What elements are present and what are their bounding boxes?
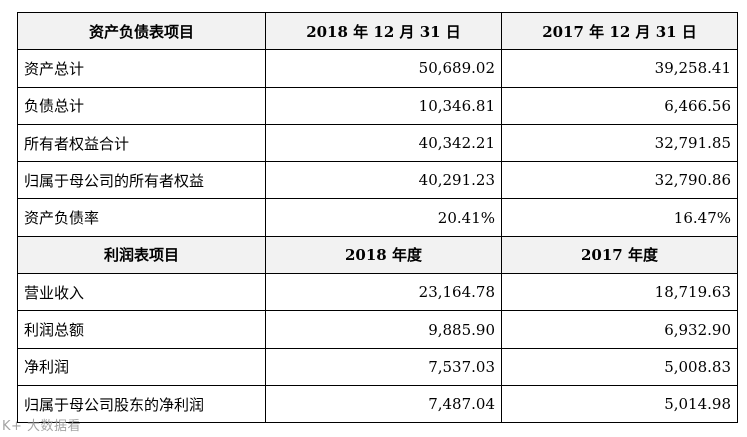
income-statement-item-header: 利润表项目	[17, 235, 266, 275]
row-value-2018: 10,346.81	[265, 86, 502, 125]
row-value-2017: 32,790.86	[501, 161, 738, 200]
table-row: 归属于母公司的所有者权益 40,291.23 32,790.86	[17, 161, 738, 200]
table-row: 归属于母公司股东的净利润 7,487.04 5,014.98	[17, 384, 738, 424]
income-statement-header-row: 利润表项目 2018 年度 2017 年度	[17, 235, 738, 275]
row-value-2017: 5,014.98	[501, 384, 738, 424]
balance-sheet-col2-header: 2017 年 12 月 31 日	[501, 11, 738, 51]
row-value-2017: 5,008.83	[501, 347, 738, 386]
row-value-2018: 50,689.02	[265, 49, 502, 88]
row-value-2017: 18,719.63	[501, 273, 738, 312]
table-row: 利润总额 9,885.90 6,932.90	[17, 310, 738, 349]
income-statement-col2-header: 2017 年度	[501, 235, 738, 275]
table-row: 负债总计 10,346.81 6,466.56	[17, 86, 738, 125]
row-value-2018: 40,291.23	[265, 161, 502, 200]
balance-sheet-col1-header: 2018 年 12 月 31 日	[265, 11, 502, 51]
row-label: 所有者权益合计	[17, 123, 266, 163]
row-value-2018: 23,164.78	[265, 273, 502, 312]
balance-sheet-header-row: 资产负债表项目 2018 年 12 月 31 日 2017 年 12 月 31 …	[17, 11, 738, 51]
row-label: 营业收入	[17, 273, 266, 312]
balance-sheet-item-header: 资产负债表项目	[17, 11, 266, 51]
row-value-2017: 6,932.90	[501, 310, 738, 349]
row-value-2017: 32,791.85	[501, 123, 738, 163]
table-row: 净利润 7,537.03 5,008.83	[17, 347, 738, 386]
row-label: 净利润	[17, 347, 266, 386]
table-row: 资产负债率 20.41% 16.47%	[17, 198, 738, 237]
financial-summary-table: 资产负债表项目 2018 年 12 月 31 日 2017 年 12 月 31 …	[17, 11, 738, 424]
row-value-2017: 39,258.41	[501, 49, 738, 88]
row-value-2018: 7,537.03	[265, 347, 502, 386]
row-value-2017: 16.47%	[501, 198, 738, 237]
income-statement-col1-header: 2018 年度	[265, 235, 502, 275]
table-row: 资产总计 50,689.02 39,258.41	[17, 49, 738, 88]
watermark-logo: K+ 大数据看	[2, 419, 82, 434]
row-value-2018: 9,885.90	[265, 310, 502, 349]
row-value-2018: 7,487.04	[265, 384, 502, 424]
table-row: 所有者权益合计 40,342.21 32,791.85	[17, 123, 738, 163]
row-value-2018: 20.41%	[265, 198, 502, 237]
row-label: 归属于母公司股东的净利润	[17, 384, 266, 424]
row-label: 利润总额	[17, 310, 266, 349]
row-label: 资产负债率	[17, 198, 266, 237]
row-label: 归属于母公司的所有者权益	[17, 161, 266, 200]
row-label: 资产总计	[17, 49, 266, 88]
row-value-2017: 6,466.56	[501, 86, 738, 125]
row-label: 负债总计	[17, 86, 266, 125]
row-value-2018: 40,342.21	[265, 123, 502, 163]
table-row: 营业收入 23,164.78 18,719.63	[17, 273, 738, 312]
